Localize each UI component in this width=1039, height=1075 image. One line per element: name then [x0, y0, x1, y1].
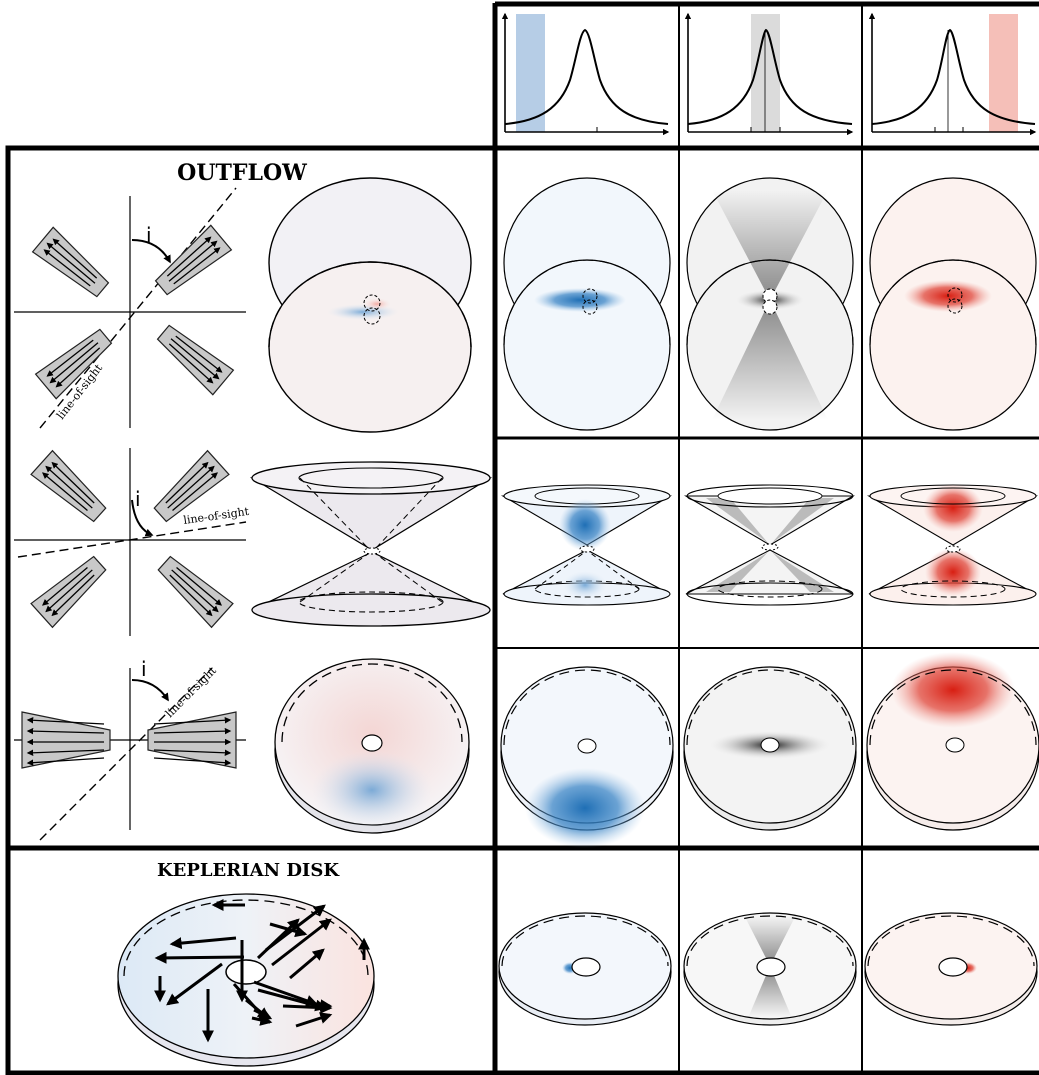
rotation-arrows	[154, 899, 370, 1043]
keplerian-schematic	[117, 893, 375, 1067]
inclination-label: i	[135, 487, 141, 511]
spectrum-panel-center	[684, 12, 854, 136]
inclination-label: i	[141, 657, 147, 681]
spectrum-panel-blue	[501, 12, 670, 136]
line-profile	[504, 28, 669, 125]
outflow-model-3	[274, 658, 470, 834]
red-channel-band	[989, 14, 1018, 132]
outflow-title: OUTFLOW	[177, 160, 307, 186]
outflow-model-2	[249, 461, 493, 627]
outflow-2-blue	[500, 484, 673, 606]
inclination-label: i	[146, 223, 152, 247]
blue-channel-band	[516, 14, 545, 132]
outflow-1-center	[686, 177, 854, 431]
outflow-3-center	[683, 666, 857, 831]
keplerian-title: KEPLERIAN DISK	[157, 860, 340, 881]
outflow-3-blue	[500, 666, 674, 848]
outflow-3-red	[866, 652, 1039, 831]
keplerian-blue	[498, 912, 672, 1026]
outflow-1-red	[869, 177, 1037, 431]
flat-lobe-right	[147, 711, 237, 769]
keplerian-center	[683, 912, 857, 1026]
keplerian-red	[864, 912, 1038, 1026]
line-profile	[687, 28, 853, 125]
grid-frame	[5, 1, 1039, 1075]
outflow-schematic-1: i line-of-sight	[14, 187, 246, 429]
outflow-2-red	[866, 484, 1039, 606]
flat-lobe-left	[21, 711, 111, 769]
line-of-sight-label: line-of-sight	[183, 505, 251, 527]
line-profile	[871, 28, 1036, 125]
spectrum-panel-red	[868, 12, 1037, 136]
outflow-schematic-2: i line-of-sight	[14, 448, 250, 636]
outflow-model-1	[268, 177, 472, 433]
outflow-1-blue	[503, 177, 671, 431]
outflow-2-center	[683, 484, 856, 606]
